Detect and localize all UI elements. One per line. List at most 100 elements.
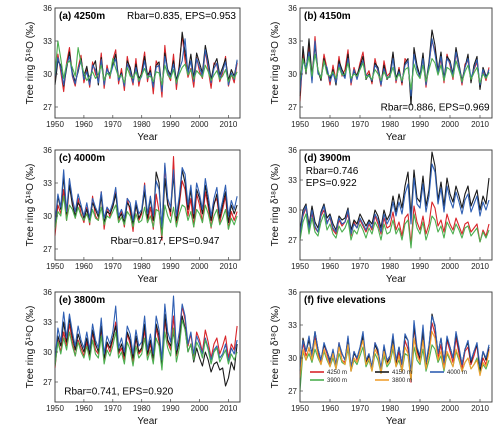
- x-tick-label: 2010: [220, 262, 238, 271]
- stat-line-1: Rbar=0.817, EPS=0.947: [111, 236, 220, 247]
- x-tick-label: 1980: [381, 262, 399, 271]
- y-tick-label: 36: [288, 4, 297, 13]
- x-tick-label: 1990: [411, 120, 429, 129]
- x-tick-label: 1970: [351, 404, 369, 413]
- panel-a: 1950 1960 1970 1980 1990 2000 2010 27 30 33 36 Year…: [25, 4, 241, 143]
- legend-label: 4150 m: [392, 370, 412, 376]
- x-axis-label: Year: [137, 274, 158, 285]
- y-axis-label: Tree ring δ¹⁸O (‰): [270, 22, 281, 105]
- legend-label: 4250 m: [327, 370, 347, 376]
- legend-label: 3900 m: [327, 378, 347, 384]
- x-tick-label: 1980: [381, 404, 399, 413]
- y-tick-label: 30: [288, 206, 297, 215]
- y-tick-label: 33: [43, 179, 52, 188]
- panel-title: (d) 3900m: [304, 153, 351, 164]
- x-tick-label: 2000: [441, 120, 459, 129]
- series-line-4150m: [54, 169, 238, 235]
- x-tick-label: 1970: [104, 262, 122, 271]
- series-line-4000m: [299, 163, 490, 237]
- series-line-3900m: [299, 53, 490, 90]
- y-tick-label: 33: [288, 321, 297, 330]
- y-tick-label: 33: [288, 176, 297, 185]
- y-tick-label: 30: [288, 70, 297, 79]
- x-tick-label: 1960: [75, 120, 93, 129]
- y-tick-label: 27: [288, 236, 297, 245]
- y-tick-label: 36: [288, 146, 297, 155]
- x-tick-label: 2010: [471, 404, 489, 413]
- x-axis-label: Year: [386, 132, 407, 143]
- series-line-3900m: [299, 213, 490, 249]
- y-tick-label: 27: [43, 245, 52, 254]
- y-tick-label: 30: [43, 348, 52, 357]
- plot-frame: [54, 7, 241, 119]
- series-line-4000m: [54, 295, 238, 363]
- y-axis-label: Tree ring δ¹⁸O (‰): [270, 306, 281, 389]
- y-axis-label: Tree ring δ¹⁸O (‰): [270, 164, 281, 247]
- x-tick-label: 1980: [133, 404, 151, 413]
- panel-f: 1950 1960 1970 1980 1990 2000 2010 27 30 33 36 Year…: [270, 288, 493, 427]
- y-tick-label: 36: [43, 288, 52, 297]
- series-line-3900m: [54, 319, 238, 371]
- x-tick-label: 1980: [381, 120, 399, 129]
- panel-e: 1950 1960 1970 1980 1990 2000 2010 27 30 33 36 Year…: [25, 288, 241, 427]
- x-tick-label: 1960: [321, 262, 339, 271]
- stat-line-1: Rbar=0.835, EPS=0.953: [127, 11, 236, 22]
- series-line-4000m: [54, 162, 238, 228]
- x-tick-label: 1980: [133, 262, 151, 271]
- x-tick-label: 1990: [411, 262, 429, 271]
- x-tick-label: 1950: [291, 404, 309, 413]
- panel-title: (a) 4250m: [59, 11, 105, 22]
- y-tick-label: 33: [288, 37, 297, 46]
- plot-border: [54, 291, 241, 403]
- x-tick-label: 1960: [321, 404, 339, 413]
- x-tick-label: 1970: [104, 404, 122, 413]
- series-line-4000m: [299, 315, 490, 374]
- x-tick-label: 2000: [441, 262, 459, 271]
- x-axis-label: Year: [137, 132, 158, 143]
- x-tick-label: 1990: [162, 262, 180, 271]
- x-axis-label: Year: [386, 274, 407, 285]
- y-tick-label: 33: [43, 37, 52, 46]
- y-axis-label: Tree ring δ¹⁸O (‰): [25, 22, 36, 105]
- legend-label: 3800 m: [392, 378, 412, 384]
- y-tick-label: 36: [43, 146, 52, 155]
- y-tick-label: 33: [43, 318, 52, 327]
- x-tick-label: 1960: [75, 404, 93, 413]
- x-tick-label: 1970: [351, 262, 369, 271]
- series-line-3900m: [54, 40, 238, 86]
- x-axis-label: Year: [137, 416, 158, 427]
- panel-title: (c) 4000m: [59, 153, 105, 164]
- y-tick-label: 30: [288, 354, 297, 363]
- panel-title: (e) 3800m: [59, 295, 105, 306]
- y-axis-label: Tree ring δ¹⁸O (‰): [25, 306, 36, 389]
- y-tick-label: 36: [288, 288, 297, 297]
- x-axis-label: Year: [386, 416, 407, 427]
- x-tick-label: 1980: [133, 120, 151, 129]
- panel-title: (f) five elevations: [304, 295, 386, 306]
- plot-border: [299, 291, 493, 403]
- stat-line-1: Rbar=0.741, EPS=0.920: [64, 387, 173, 398]
- plot-border: [299, 149, 493, 261]
- panel-title: (b) 4150m: [304, 11, 351, 22]
- x-tick-label: 1950: [291, 120, 309, 129]
- legend-label: 4000 m: [447, 370, 467, 376]
- x-tick-label: 2000: [191, 262, 209, 271]
- x-tick-label: 2000: [441, 404, 459, 413]
- x-tick-label: 2000: [191, 120, 209, 129]
- series-line-3800m: [299, 331, 490, 381]
- stat-line-1: Rbar=0.886, EPS=0.969: [381, 103, 490, 114]
- x-tick-label: 1990: [162, 404, 180, 413]
- x-tick-label: 1950: [46, 404, 64, 413]
- series-line-4000m: [299, 38, 490, 97]
- x-tick-label: 1960: [321, 120, 339, 129]
- panel-b: 1950 1960 1970 1980 1990 2000 2010 27 30 33 36 Year…: [270, 4, 493, 143]
- y-tick-label: 36: [43, 4, 52, 13]
- x-tick-label: 2000: [191, 404, 209, 413]
- series-line-4150m: [54, 31, 238, 90]
- y-tick-label: 30: [43, 70, 52, 79]
- y-tick-label: 27: [288, 387, 297, 396]
- x-tick-label: 1970: [104, 120, 122, 129]
- y-tick-label: 27: [43, 378, 52, 387]
- stat-line-2: EPS=0.922: [306, 178, 357, 189]
- x-tick-label: 1990: [162, 120, 180, 129]
